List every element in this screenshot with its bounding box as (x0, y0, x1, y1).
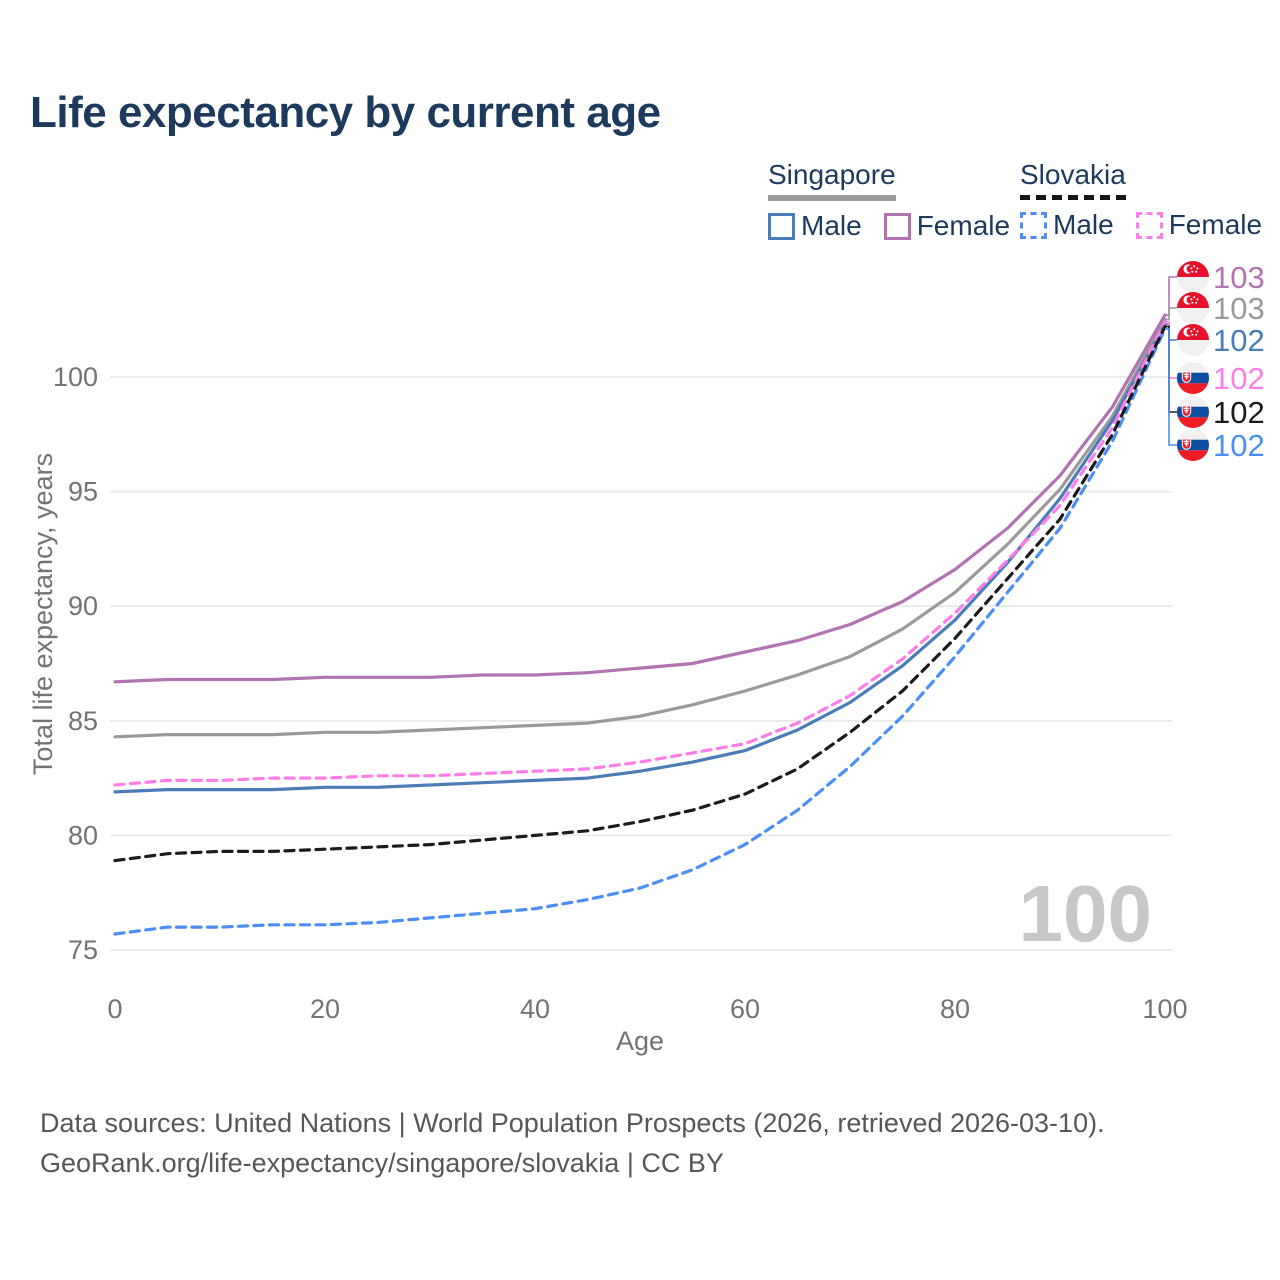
x-tick-label-100: 100 (1142, 994, 1187, 1024)
footer-attribution-link: GeoRank.org/life-expectancy/singapore/sl… (40, 1148, 724, 1178)
end-label-value-singapore-both-sexes: 103 (1213, 291, 1265, 326)
legend-country-slovakia: Slovakia (1020, 159, 1126, 200)
slovakia-male-swatch-icon (1020, 211, 1047, 239)
y-tick-label-85: 85 (68, 706, 98, 736)
end-label-value-singapore-female: 103 (1213, 260, 1265, 295)
legend-country-singapore: Singapore (768, 159, 896, 201)
x-axis-title: Age (616, 1026, 664, 1056)
legend-item-label: Male (1053, 209, 1114, 240)
legend-group-slovakia: Slovakia Male Female (1020, 159, 1280, 241)
flag-icon-slovakia (1177, 396, 1209, 428)
end-label-value-slovakia-both-sexes: 102 (1213, 395, 1265, 430)
series-line-slovakia-male (113, 327, 1167, 936)
x-tick-label-40: 40 (520, 994, 550, 1024)
flag-icon-singapore (1177, 261, 1209, 293)
singapore-female-swatch-icon (883, 212, 911, 240)
y-tick-label-75: 75 (68, 935, 98, 965)
legend-item-slovakia-male[interactable]: Male (1020, 209, 1114, 241)
series-line-singapore-male (113, 322, 1167, 794)
legend-item-singapore-male[interactable]: Male (768, 210, 862, 242)
legend-group-singapore: Singapore Male Female (768, 159, 1032, 242)
page-title: Life expectancy by current age (30, 88, 661, 137)
series-line-singapore-female (113, 313, 1167, 684)
end-label-value-slovakia-female: 102 (1213, 361, 1265, 396)
series-line-singapore-both-sexes (113, 318, 1167, 739)
y-tick-label-95: 95 (68, 477, 98, 507)
series-line-slovakia-female (113, 320, 1167, 787)
legend-item-slovakia-female[interactable]: Female (1135, 209, 1263, 241)
legend-item-singapore-female[interactable]: Female (883, 210, 1011, 242)
y-tick-label-90: 90 (68, 591, 98, 621)
end-label-value-singapore-male: 102 (1213, 323, 1265, 358)
flag-icon-slovakia (1177, 362, 1209, 394)
x-tick-label-80: 80 (940, 994, 970, 1024)
end-label-value-slovakia-male: 102 (1213, 428, 1265, 463)
series-line-slovakia-both-sexes (113, 325, 1167, 863)
x-tick-label-0: 0 (107, 994, 122, 1024)
flag-icon-slovakia (1177, 429, 1209, 461)
end-label-connector-singapore-female (1165, 276, 1177, 316)
x-tick-label-60: 60 (730, 994, 760, 1024)
end-label-connector-singapore-both-sexes (1165, 307, 1177, 321)
slovakia-female-swatch-icon (1135, 211, 1163, 239)
y-axis-title: Total life expectancy, years (28, 453, 58, 775)
singapore-male-swatch-icon (768, 212, 795, 240)
legend-item-label: Female (916, 210, 1011, 241)
y-tick-label-100: 100 (53, 362, 98, 392)
end-label-connector-slovakia-female (1165, 321, 1177, 379)
flag-icon-singapore (1177, 324, 1209, 356)
end-label-connector-slovakia-male (1165, 328, 1177, 446)
flag-icon-singapore (1177, 292, 1209, 324)
y-tick-label-80: 80 (68, 820, 98, 850)
x-tick-label-20: 20 (310, 994, 340, 1024)
legend-item-label: Male (801, 210, 862, 241)
legend-item-label: Female (1168, 209, 1263, 240)
footer-data-sources: Data sources: United Nations | World Pop… (40, 1108, 1105, 1138)
watermark-age-counter: 100 (1019, 869, 1152, 958)
